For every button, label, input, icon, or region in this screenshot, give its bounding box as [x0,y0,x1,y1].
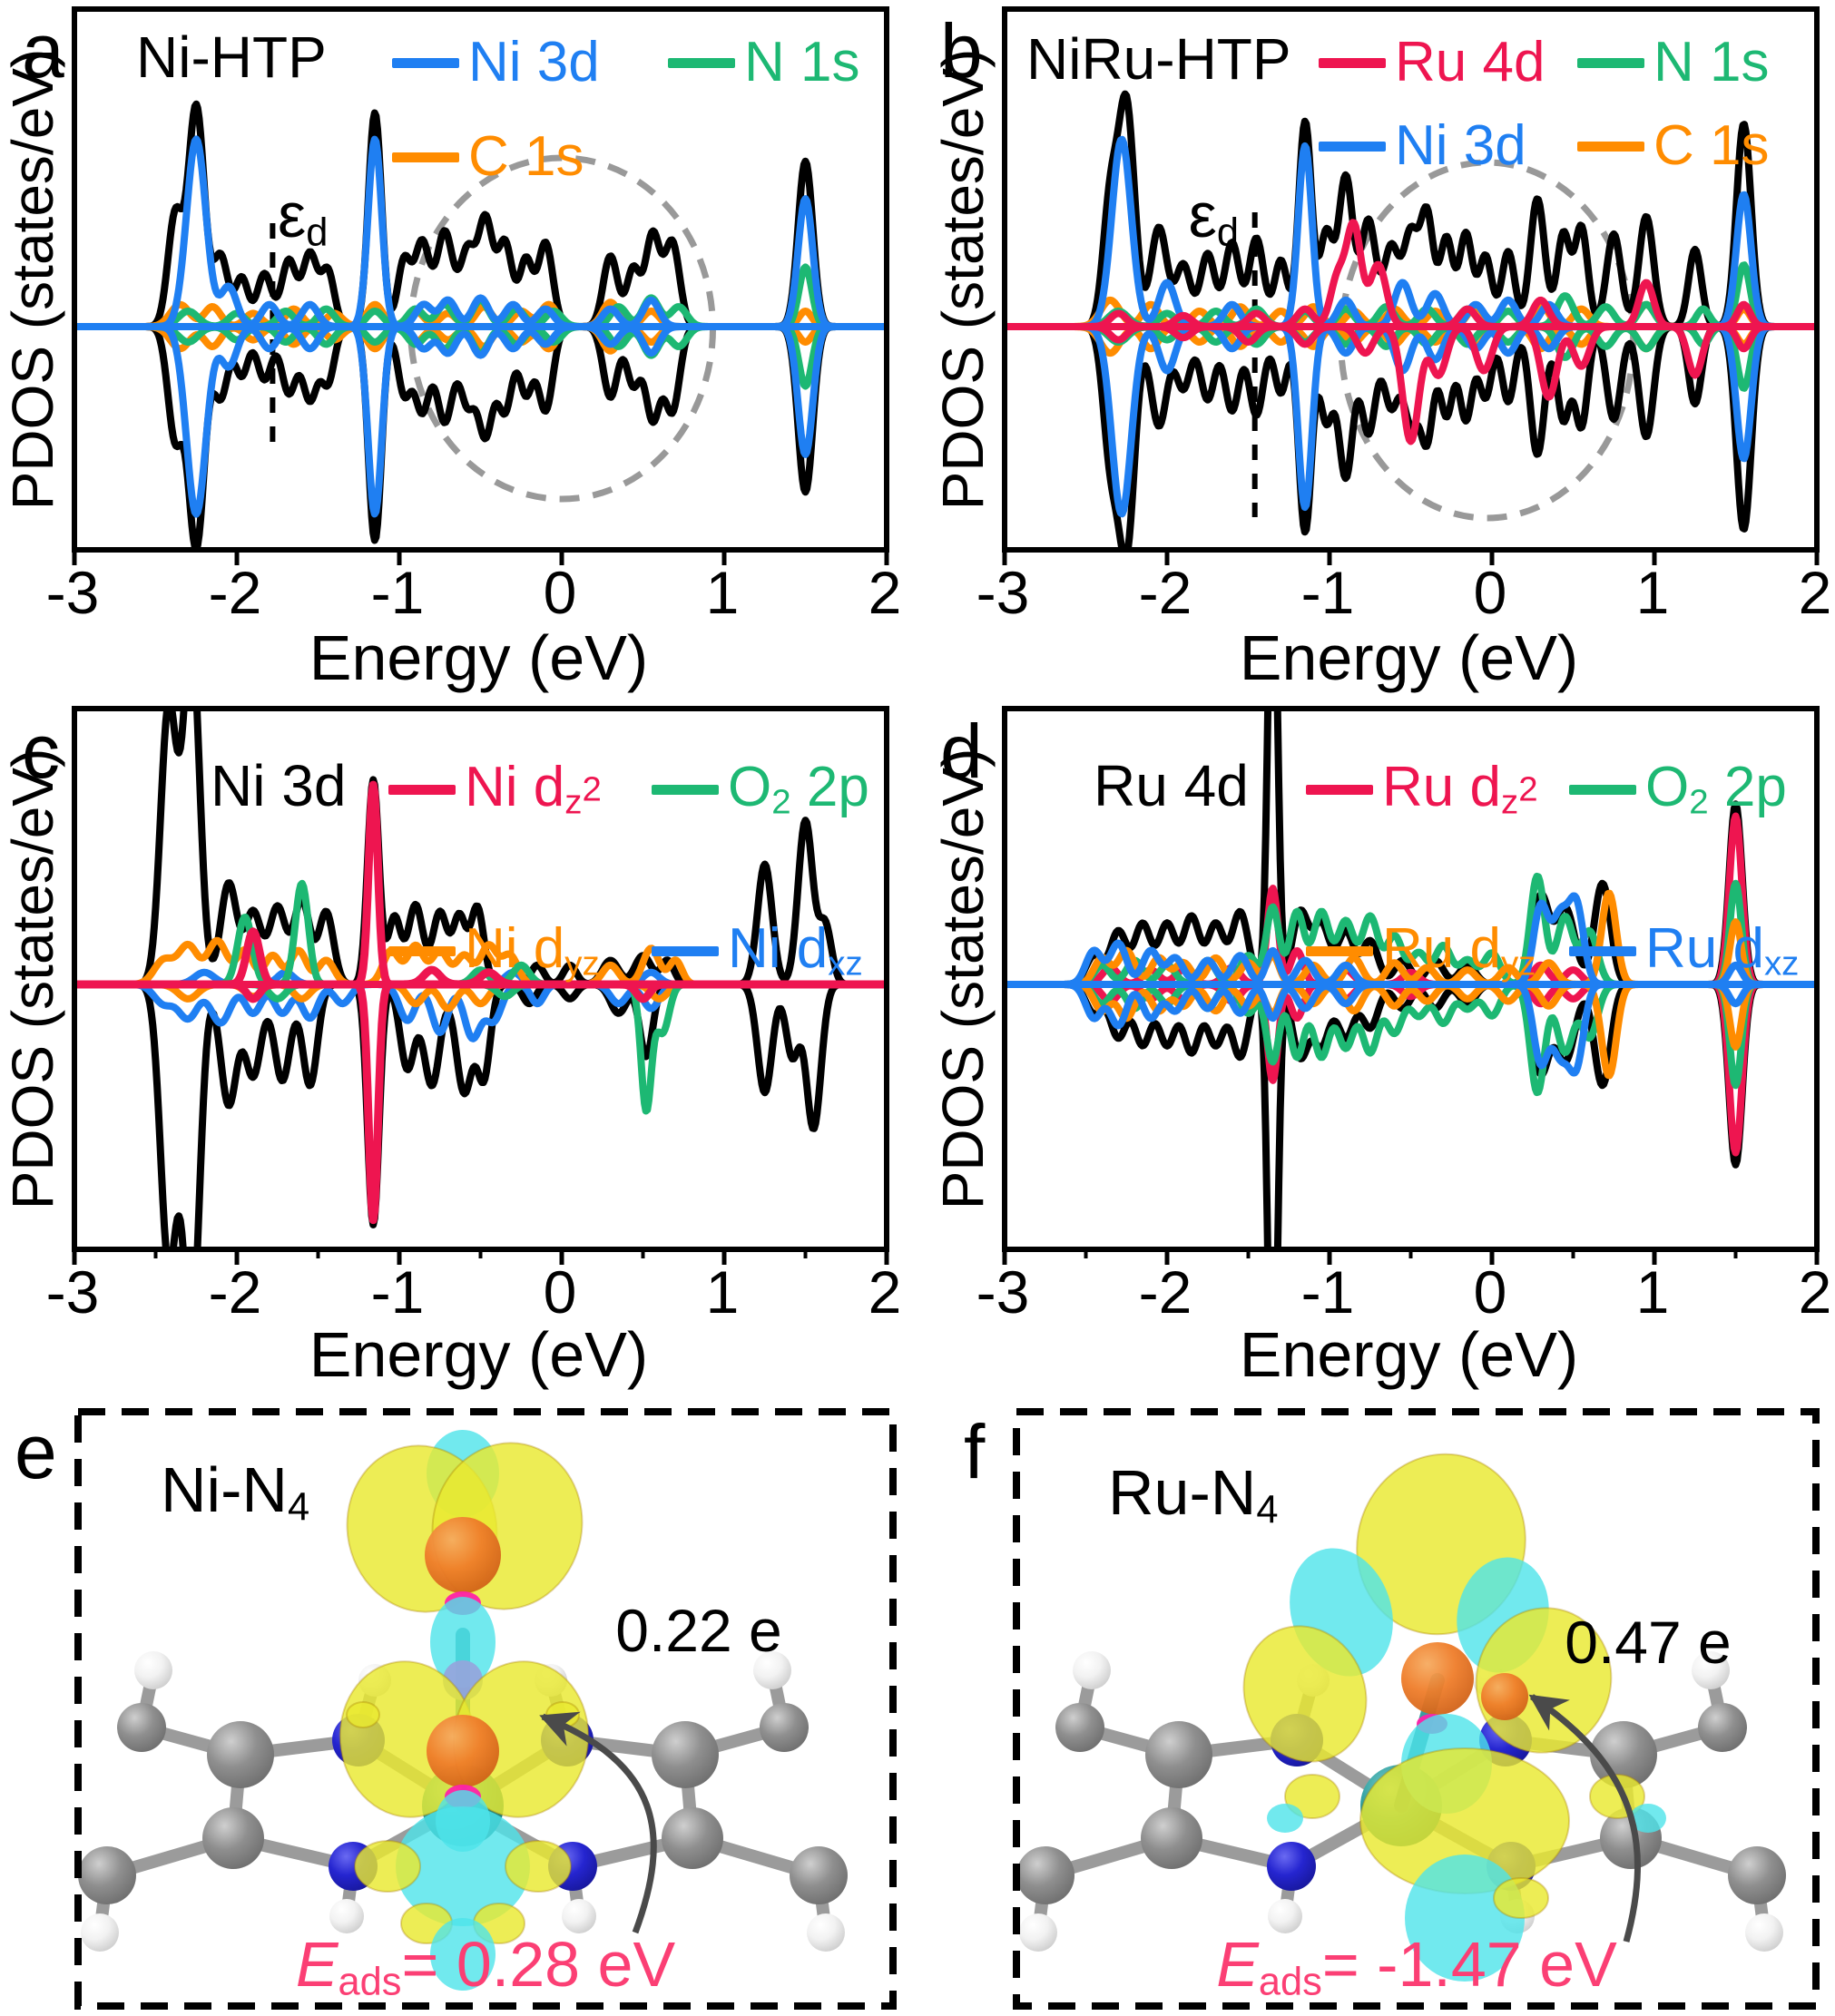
panel-letter-a: a [22,8,64,93]
x-axis-title: Energy (eV) [1239,622,1579,693]
y-axis-title: PDOS (states/eV) [0,748,65,1210]
x-tick-label: 0 [543,559,577,626]
carbon-atom [1141,1807,1202,1869]
charge-isosurface-positive [1493,1877,1549,1919]
x-tick-label: -3 [45,559,100,626]
x-tick-label: -1 [370,559,425,626]
carbon-atom [760,1703,809,1752]
panel-letter-f: f [964,1409,986,1494]
charge-isosurface-negative [430,1918,496,1991]
charge-isosurface-negative [396,1806,530,1926]
hydrogen-atom [1745,1913,1783,1952]
carbon-atom [790,1846,848,1904]
x-tick-label: 2 [1798,1258,1832,1326]
x-tick-label: -2 [208,559,262,626]
plot-border [72,706,889,1252]
panel-letter-d: d [940,709,983,794]
x-tick-label: -1 [1300,1258,1355,1326]
carbon-atom [207,1721,274,1788]
y-axis-title: PDOS (states/eV) [930,48,996,511]
hydrogen-atom [562,1899,596,1933]
hydrogen-atom [1692,1651,1730,1689]
hydrogen-atom [329,1899,364,1933]
oxygen-atom [427,1715,499,1787]
x-tick-label: 1 [705,559,740,626]
x-tick-label: 1 [1635,1258,1670,1326]
carbon-atom [1016,1846,1075,1904]
charge-isosurface-positive [346,1701,380,1728]
x-tick-label: 0 [543,1258,577,1326]
x-tick-label: -2 [1138,559,1192,626]
panel-letter-e: e [15,1409,57,1494]
x-axis-title: Energy (eV) [309,1319,649,1390]
plot-area-c [72,706,889,1265]
x-tick-label: -2 [208,1258,262,1326]
molecule-scene-e [74,1408,897,2010]
dashed-panel-border [1013,1408,1820,2010]
hydrogen-atom [134,1651,172,1689]
carbon-atom [1728,1846,1786,1904]
charge-transfer-arrow [1528,1694,1641,1943]
oxygen-atom [425,1517,501,1593]
hydrogen-atom [753,1651,791,1689]
x-tick-label: 1 [1635,559,1670,626]
dashed-panel-border [74,1408,897,2010]
nitrogen-atom [1267,1842,1316,1891]
molecule-scene-f [1013,1408,1820,2010]
x-axis-title: Energy (eV) [1239,1319,1579,1390]
carbon-atom [78,1846,136,1904]
x-axis-title: Energy (eV) [309,622,649,693]
plot-area-a [72,6,889,565]
panel-letter-b: b [940,8,983,93]
charge-transfer-arrow [539,1711,657,1934]
carbon-atom [652,1721,719,1788]
x-tick-label: 2 [868,559,902,626]
hydrogen-atom [1019,1913,1057,1952]
carbon-atom [117,1703,166,1752]
x-tick-label: -1 [370,1258,425,1326]
charge-isosurface-positive [505,1840,572,1893]
hydrogen-atom [1073,1651,1111,1689]
charge-isosurface-negative [1630,1804,1666,1833]
plot-area-d [1002,706,1820,1265]
oxygen-atom [1481,1673,1528,1720]
oxygen-atom [1401,1642,1474,1715]
carbon-atom [662,1807,723,1869]
charge-isosurface-negative [1267,1804,1303,1833]
x-tick-label: -3 [976,559,1030,626]
carbon-atom [1145,1721,1212,1788]
hydrogen-atom [807,1913,845,1952]
x-tick-label: -2 [1138,1258,1192,1326]
hydrogen-atom [1268,1899,1302,1933]
dos-curve-ni-dz2-down [77,980,884,1225]
x-tick-label: 1 [705,1258,740,1326]
charge-isosurface-negative [1405,1855,1525,1982]
x-tick-label: -3 [976,1258,1030,1326]
dos-curve-total-dos-up [1007,90,1814,330]
x-tick-label: 2 [868,1258,902,1326]
x-tick-label: 2 [1798,559,1832,626]
y-axis-title: PDOS (states/eV) [0,48,65,511]
charge-isosurface-negative [430,1597,496,1688]
panel-letter-c: c [22,709,60,794]
plot-border [1002,6,1820,553]
dos-curve-ni-3d-total-down [77,981,884,1247]
hydrogen-atom [81,1913,119,1952]
x-tick-label: 0 [1473,559,1507,626]
x-tick-label: 0 [1473,1258,1507,1326]
charge-isosurface-positive [1242,1625,1368,1763]
y-axis-title: PDOS (states/eV) [930,748,996,1210]
carbon-atom [202,1807,264,1869]
plot-area-b [1002,6,1820,565]
x-tick-label: -1 [1300,559,1355,626]
carbon-atom [1055,1703,1104,1752]
charge-isosurface-positive [354,1840,421,1893]
plot-border [72,6,889,553]
dos-curve-ru-4d-total-down [1007,981,1814,1247]
x-tick-label: -3 [45,1258,100,1326]
charge-isosurface-positive [1284,1774,1340,1819]
carbon-atom [1698,1703,1747,1752]
plot-border [1002,706,1820,1252]
